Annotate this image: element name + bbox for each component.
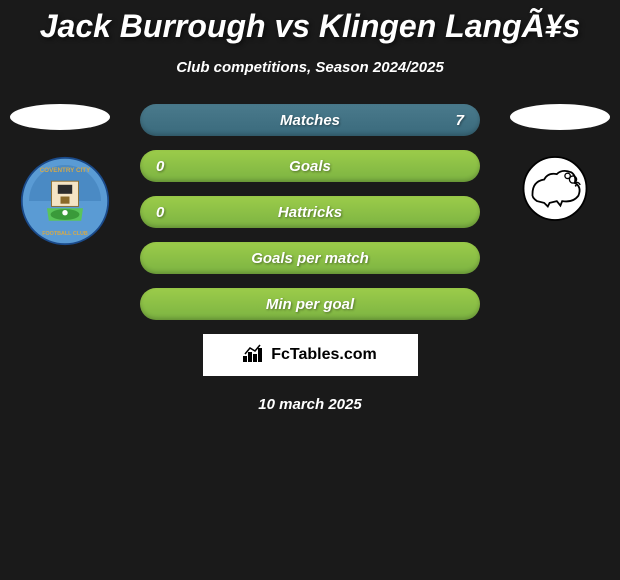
club-logo-left: COVENTRY CITY FOOTBALL CLUB: [20, 156, 110, 246]
fctables-badge[interactable]: FcTables.com: [203, 334, 418, 376]
club-logo-right: [510, 156, 600, 221]
stat-label: Matches: [140, 112, 480, 129]
stat-label: Hattricks: [140, 204, 480, 221]
avatar-placeholder-left: [10, 104, 110, 130]
content-area: COVENTRY CITY FOOTBALL CLUB Matches 7 0: [0, 104, 620, 413]
derby-ram-icon: [510, 156, 600, 221]
svg-text:COVENTRY CITY: COVENTRY CITY: [40, 167, 92, 174]
stat-row-matches: Matches 7: [140, 104, 480, 136]
stat-label: Min per goal: [140, 296, 480, 313]
date-text: 10 march 2025: [0, 396, 620, 413]
player-left-avatar: [10, 104, 110, 130]
stats-container: Matches 7 0 Goals 0 Hattricks Goals per …: [140, 104, 480, 320]
stat-label: Goals: [140, 158, 480, 175]
stat-row-goals-per-match: Goals per match: [140, 242, 480, 274]
stat-label: Goals per match: [140, 250, 480, 267]
player-right-avatar: [510, 104, 610, 130]
stat-row-goals: 0 Goals: [140, 150, 480, 182]
chart-icon: [243, 344, 265, 367]
stat-row-min-per-goal: Min per goal: [140, 288, 480, 320]
page-title: Jack Burrough vs Klingen LangÃ¥s: [0, 0, 620, 45]
stat-right-value: 7: [456, 112, 464, 129]
stat-row-hattricks: 0 Hattricks: [140, 196, 480, 228]
avatar-placeholder-right: [510, 104, 610, 130]
fctables-text: FcTables.com: [271, 346, 377, 364]
coventry-badge-icon: COVENTRY CITY FOOTBALL CLUB: [20, 156, 110, 246]
svg-text:FOOTBALL CLUB: FOOTBALL CLUB: [42, 231, 88, 237]
page-subtitle: Club competitions, Season 2024/2025: [0, 59, 620, 76]
